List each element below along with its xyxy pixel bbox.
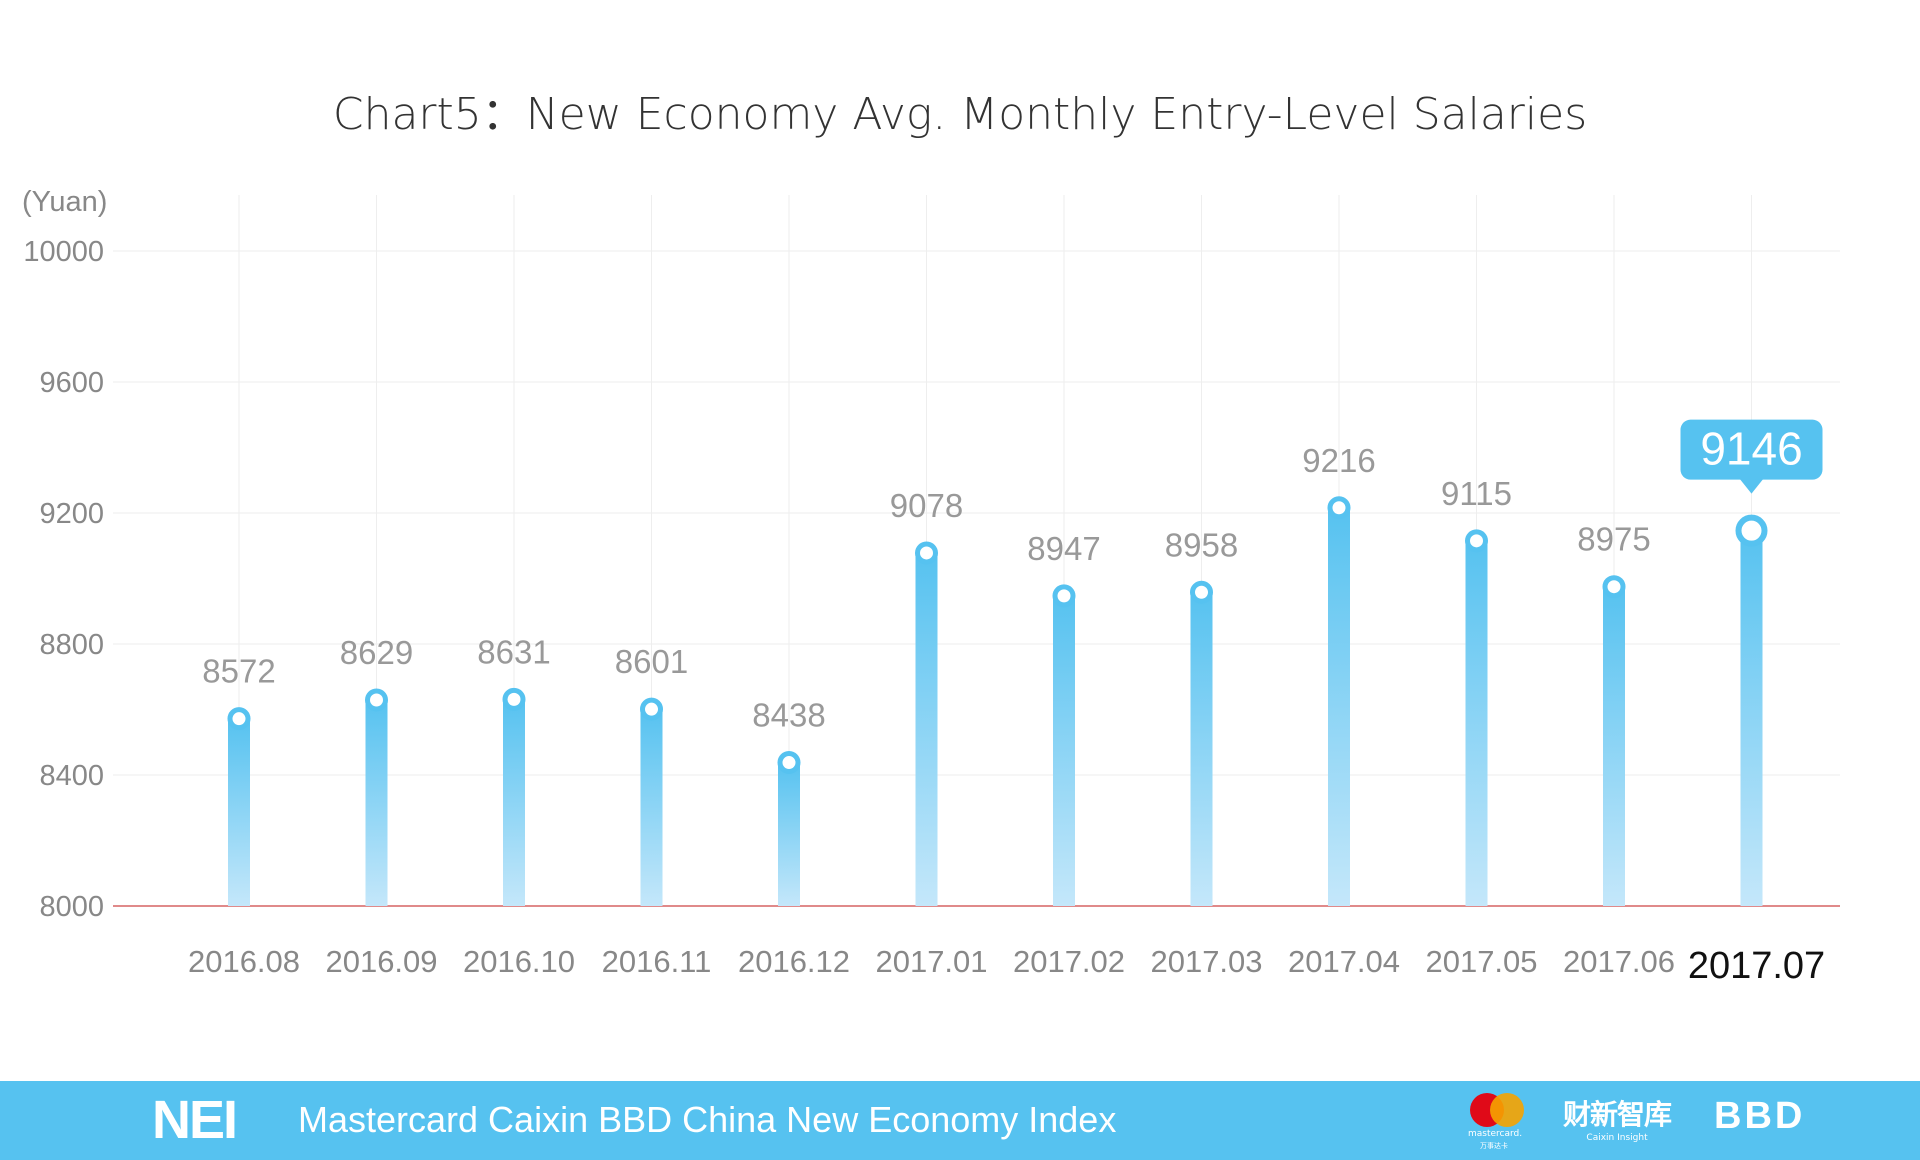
chart-title: Chart5：New Economy Avg. Monthly Entry-Le… (332, 89, 1588, 140)
mastercard-logo: mastercard. 万事达卡 (1468, 1093, 1528, 1153)
caixin-en-text: Caixin Insight (1586, 1133, 1648, 1143)
data-point-marker (1465, 529, 1488, 553)
x-tick-label: 2017.03 (1150, 944, 1262, 979)
data-label: 8572 (202, 653, 275, 690)
data-label: 9216 (1302, 442, 1375, 479)
bar (640, 709, 663, 906)
y-tick-label: 8800 (39, 629, 104, 661)
x-tick-label: 2017.01 (875, 944, 987, 979)
data-point-marker (1052, 584, 1076, 608)
data-label: 9115 (1441, 475, 1512, 512)
bar (1465, 540, 1488, 906)
bar (915, 552, 938, 906)
nei-logo: NEI (152, 1090, 238, 1150)
mastercard-text: mastercard. (1468, 1129, 1523, 1139)
x-tick-label: 2017.06 (1563, 944, 1675, 979)
bar (228, 718, 250, 906)
bar (1603, 586, 1625, 906)
y-tick-label: 10000 (23, 236, 104, 268)
x-tick-label: 2016.11 (602, 944, 712, 979)
data-label: 8958 (1165, 526, 1238, 563)
y-tick-label: 8400 (39, 760, 104, 792)
data-point-marker (502, 687, 526, 711)
caixin-logo: 财新智库 Caixin Insight (1563, 1093, 1672, 1143)
data-label: 9146 (1700, 423, 1802, 475)
data-label: 8947 (1027, 530, 1100, 567)
data-point-marker (1602, 575, 1626, 599)
x-tick-label: 2016.09 (325, 944, 437, 979)
y-axis-label: (Yuan) (22, 186, 107, 218)
data-point-marker (1190, 580, 1213, 604)
y-tick-label: 9600 (39, 367, 104, 399)
x-tick-label: 2016.12 (738, 944, 850, 979)
data-point-marker (777, 751, 801, 775)
x-tick-label: 2017.05 (1425, 944, 1537, 979)
footer-text: Mastercard Caixin BBD China New Economy … (298, 1099, 1117, 1140)
data-point-marker (227, 707, 251, 731)
x-tick-label: 2016.08 (188, 944, 300, 979)
data-label: 8975 (1577, 521, 1650, 558)
value-callout (1680, 419, 1823, 480)
data-label: 8629 (340, 634, 413, 671)
y-tick-label: 9200 (39, 498, 104, 530)
bar (365, 700, 388, 906)
bar (503, 699, 525, 906)
bar (1740, 530, 1763, 906)
value-callout-pointer (1739, 478, 1764, 494)
footer: NEI Mastercard Caixin BBD China New Econ… (0, 1081, 1920, 1160)
x-tick-label: 2016.10 (463, 944, 575, 979)
x-tick-label: 2017.04 (1288, 944, 1400, 979)
bar (1190, 592, 1213, 906)
data-label: 9078 (890, 487, 963, 524)
bar (778, 762, 800, 906)
x-tick-label: 2017.02 (1013, 944, 1125, 979)
bbd-logo: BBD (1714, 1095, 1806, 1137)
data-point-marker (1327, 496, 1351, 520)
data-label: 8438 (752, 697, 825, 734)
data-point-marker (365, 688, 388, 712)
bar-chart: (Yuan) 8000 8400 8800 9200 9600 10000 8572 2016… (22, 186, 1840, 987)
data-point-marker (1735, 514, 1768, 547)
x-tick-label: 2017.07 (1688, 945, 1825, 987)
caixin-text: 财新智库 (1563, 1098, 1672, 1131)
data-point-marker (640, 697, 663, 721)
y-tick-label: 8000 (39, 891, 104, 923)
data-label: 8601 (615, 643, 688, 680)
data-label: 8631 (477, 633, 550, 670)
data-point-marker (915, 541, 938, 565)
mastercard-cn-text: 万事达卡 (1480, 1142, 1508, 1150)
bar (1053, 595, 1075, 906)
bar (1328, 507, 1350, 906)
